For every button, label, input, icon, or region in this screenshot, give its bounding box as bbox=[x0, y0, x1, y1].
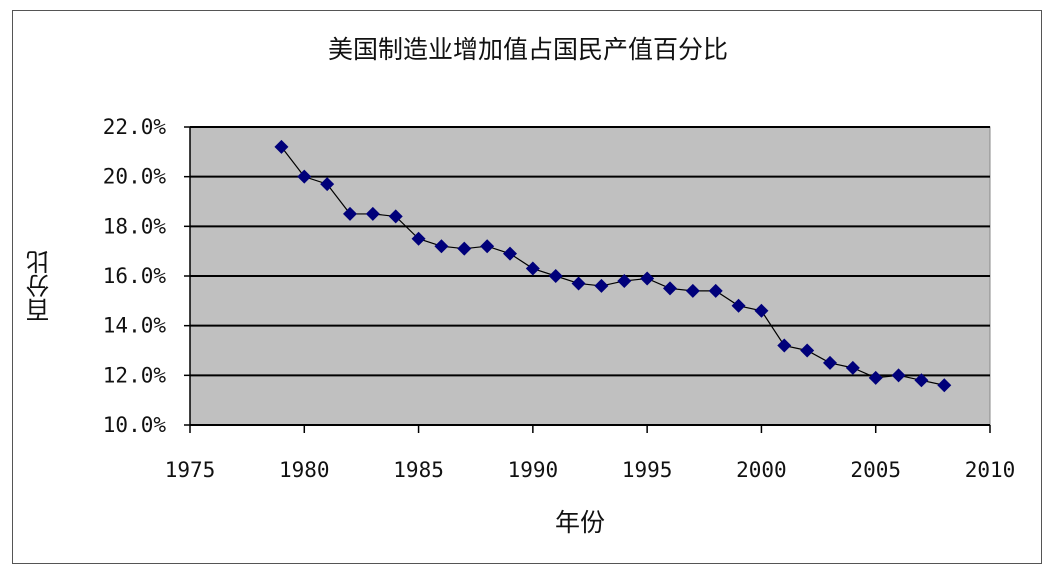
data-point-1981 bbox=[320, 177, 335, 192]
data-point-2000 bbox=[754, 303, 769, 318]
data-point-1986 bbox=[434, 239, 449, 254]
data-point-1980 bbox=[297, 169, 312, 184]
y-tick-label: 14.0% bbox=[103, 314, 167, 338]
data-point-1991 bbox=[548, 269, 563, 283]
data-point-1999 bbox=[731, 298, 746, 313]
y-tick-label: 22.0% bbox=[103, 115, 167, 139]
x-tick-label: 1980 bbox=[279, 458, 330, 482]
data-point-2003 bbox=[823, 355, 837, 370]
y-tick-label: 16.0% bbox=[103, 264, 167, 288]
y-tick-label: 10.0% bbox=[103, 413, 167, 437]
x-tick-label: 2010 bbox=[965, 458, 1016, 482]
data-point-1984 bbox=[388, 209, 403, 224]
data-point-2007 bbox=[914, 373, 929, 388]
x-axis-label: 年份 bbox=[554, 508, 605, 537]
x-tick-label: 1975 bbox=[165, 458, 216, 482]
data-point-2001 bbox=[777, 338, 792, 353]
data-point-1998 bbox=[708, 283, 723, 298]
x-tick-label: 2005 bbox=[850, 458, 901, 482]
data-point-1983 bbox=[365, 206, 380, 221]
data-point-1995 bbox=[640, 271, 655, 286]
y-tick-label: 12.0% bbox=[103, 363, 167, 387]
data-point-1987 bbox=[457, 241, 472, 256]
x-tick-label: 1995 bbox=[622, 458, 673, 482]
data-point-1996 bbox=[663, 281, 677, 296]
data-point-1993 bbox=[594, 278, 609, 293]
data-point-1994 bbox=[617, 273, 632, 288]
data-point-1985 bbox=[411, 231, 426, 246]
data-point-2004 bbox=[845, 360, 860, 375]
data-point-1990 bbox=[525, 261, 540, 276]
data-point-1992 bbox=[571, 276, 586, 291]
data-point-1989 bbox=[503, 246, 517, 261]
data-point-2006 bbox=[891, 368, 906, 383]
data-point-1982 bbox=[343, 206, 357, 221]
chart-frame bbox=[12, 10, 1042, 564]
data-point-2005 bbox=[868, 370, 883, 385]
data-point-1979 bbox=[274, 139, 289, 154]
x-tick-label: 2000 bbox=[736, 458, 787, 482]
data-point-1988 bbox=[480, 239, 495, 254]
chart-title: 美国制造业增加值占国民产值百分比 bbox=[327, 35, 728, 64]
data-point-1997 bbox=[685, 283, 700, 298]
x-tick-label: 1990 bbox=[508, 458, 559, 482]
data-point-2002 bbox=[800, 343, 815, 358]
y-tick-label: 20.0% bbox=[103, 165, 167, 189]
data-point-2008 bbox=[937, 378, 952, 393]
y-tick-label: 18.0% bbox=[103, 214, 167, 238]
x-tick-label: 1985 bbox=[393, 458, 444, 482]
